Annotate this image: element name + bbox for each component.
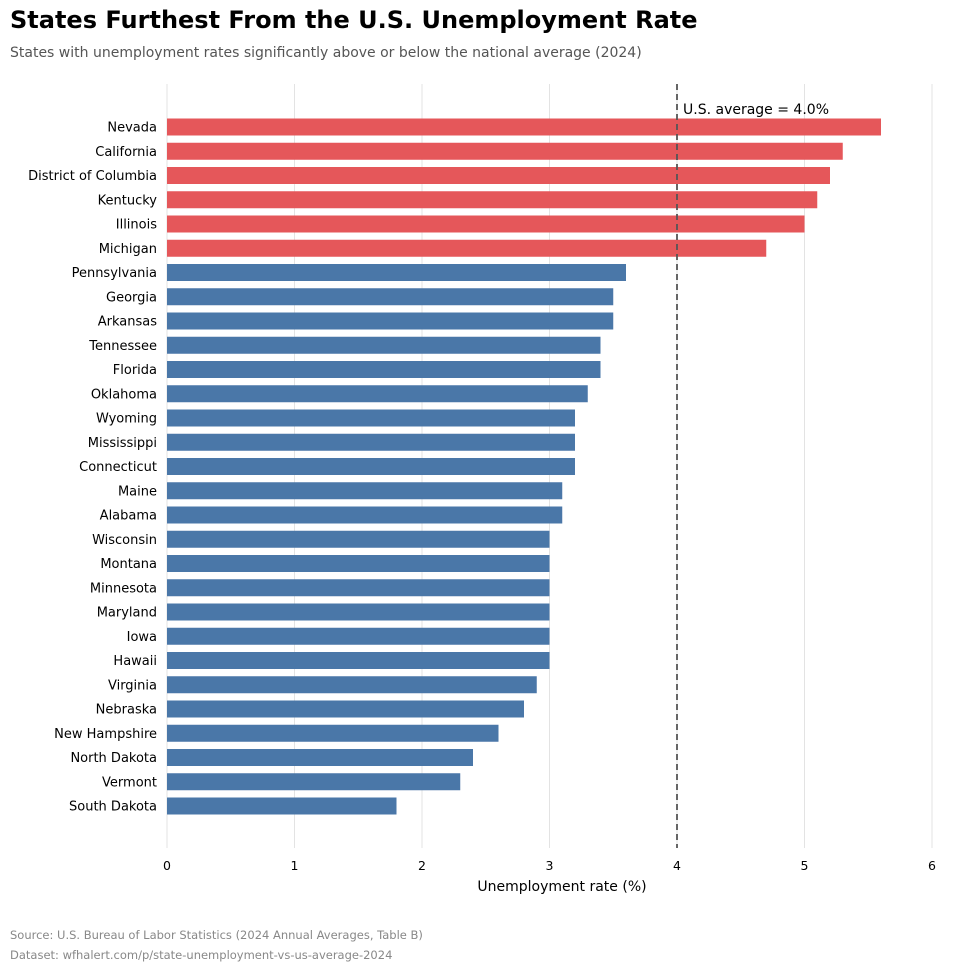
bar-montana	[167, 555, 550, 572]
bar-virginia	[167, 676, 537, 694]
category-label: Illinois	[116, 218, 157, 233]
category-label: Pennsylvania	[72, 266, 157, 281]
category-label: Arkansas	[98, 315, 157, 330]
x-tick-label: 4	[673, 858, 681, 873]
bar-maryland	[167, 603, 550, 621]
category-label: Hawaii	[113, 654, 157, 669]
x-tick-label: 5	[801, 858, 809, 873]
bar-mississippi	[167, 433, 575, 451]
bar-arkansas	[167, 312, 614, 330]
category-label: Nebraska	[96, 703, 157, 718]
bar-connecticut	[167, 458, 575, 475]
bar-district-of-columbia	[167, 167, 830, 184]
category-label: Kentucky	[98, 193, 158, 208]
page-subtitle: States with unemployment rates significa…	[10, 45, 642, 61]
category-label: Connecticut	[79, 460, 157, 475]
bar-iowa	[167, 627, 550, 645]
category-label: Michigan	[99, 242, 157, 257]
category-label: Maine	[118, 484, 157, 499]
bar-maine	[167, 482, 563, 500]
bar-minnesota	[167, 579, 550, 597]
bar-wyoming	[167, 409, 575, 427]
category-labels: Nevada California District of Columbia Kent…	[28, 121, 157, 815]
bar-north-dakota	[167, 749, 473, 766]
dataset-note: Dataset: wfhalert.com/p/state-unemployme…	[10, 948, 393, 962]
category-label: New Hampshire	[54, 727, 157, 742]
bar-kentucky	[167, 191, 818, 209]
bar-new-hampshire	[167, 724, 499, 742]
bars	[167, 118, 881, 815]
x-tick-label: 2	[418, 858, 426, 873]
bar-hawaii	[167, 652, 550, 669]
x-axis-label: Unemployment rate (%)	[477, 879, 646, 895]
category-label: Vermont	[102, 775, 157, 790]
category-label: Minnesota	[90, 581, 157, 596]
bar-vermont	[167, 773, 461, 791]
x-tick-labels: 0 1 2 3 4 5 6	[163, 858, 936, 873]
category-label: Florida	[113, 363, 157, 378]
bar-pennsylvania	[167, 264, 626, 281]
category-label: Oklahoma	[91, 387, 157, 402]
x-tick-label: 1	[291, 858, 299, 873]
category-label: Nevada	[107, 121, 157, 136]
category-label: Georgia	[106, 290, 157, 305]
category-label: Mississippi	[88, 436, 157, 451]
reference-line-group: U.S. average = 4.0%	[676, 84, 829, 848]
bar-tennessee	[167, 336, 601, 354]
category-label: California	[95, 145, 157, 160]
us-average-label: U.S. average = 4.0%	[683, 102, 829, 118]
bar-michigan	[167, 239, 767, 257]
bar-illinois	[167, 215, 805, 233]
bar-florida	[167, 361, 601, 378]
bar-georgia	[167, 288, 614, 306]
category-label: Wisconsin	[92, 533, 157, 548]
category-label: Montana	[100, 557, 157, 572]
category-label: South Dakota	[69, 800, 157, 815]
category-label: District of Columbia	[28, 169, 157, 184]
x-tick-label: 3	[546, 858, 554, 873]
category-label: Maryland	[97, 606, 157, 621]
category-label: North Dakota	[70, 751, 157, 766]
category-label: Virginia	[108, 678, 157, 693]
category-label: Iowa	[127, 630, 157, 645]
page-title: States Furthest From the U.S. Unemployme…	[10, 6, 698, 34]
bar-nevada	[167, 118, 881, 136]
bar-alabama	[167, 506, 563, 524]
category-label: Tennessee	[88, 339, 157, 354]
category-label: Alabama	[100, 509, 157, 524]
category-label: Wyoming	[96, 412, 157, 427]
bar-wisconsin	[167, 530, 550, 548]
bar-south-dakota	[167, 797, 397, 815]
x-tick-label: 6	[928, 858, 936, 873]
source-note: Source: U.S. Bureau of Labor Statistics …	[10, 928, 423, 942]
bar-oklahoma	[167, 385, 588, 403]
bar-nebraska	[167, 700, 524, 718]
bar-california	[167, 142, 843, 160]
x-tick-label: 0	[163, 858, 171, 873]
